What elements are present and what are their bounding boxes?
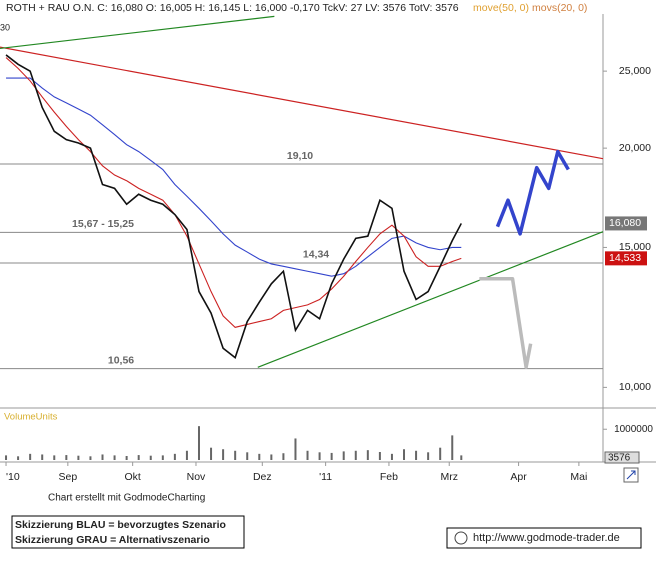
credit: Chart erstellt mit GodmodeCharting: [48, 493, 205, 504]
volume-bar: [210, 447, 213, 460]
volume-bar: [5, 455, 8, 460]
volume-bar: [378, 452, 381, 460]
x-tick-label: Sep: [58, 471, 77, 483]
volume-bar: [161, 455, 164, 460]
x-tick-label: '11: [319, 471, 332, 483]
volume-bar: [415, 450, 418, 460]
legend-box: [11, 515, 245, 549]
legend-ma20: movs(20, 0): [532, 2, 587, 14]
volume-bar: [234, 450, 237, 460]
volume-bar: [318, 452, 321, 460]
x-tick-label: Mai: [570, 471, 587, 483]
volume-bar: [137, 455, 140, 460]
moving-average: [5, 57, 462, 328]
volume-bar: [451, 435, 454, 460]
volume-bar: [17, 456, 20, 460]
scroll-icon-arrow: [626, 470, 636, 480]
volume-bar: [125, 456, 128, 460]
volume-bar: [270, 454, 273, 460]
volume-bar: [65, 455, 68, 460]
level-label: 10,56: [108, 354, 134, 366]
x-tick-label: Dez: [253, 471, 272, 483]
level-label: 19,10: [287, 150, 313, 162]
volume-bar: [354, 450, 357, 460]
volume-bar: [77, 455, 80, 460]
volume-bar: [330, 452, 333, 460]
volume-bar: [173, 453, 176, 460]
price-tag-label: 16,080: [609, 217, 641, 229]
volume-bar: [53, 455, 56, 460]
level-label: 15,67 - 15,25: [72, 218, 134, 230]
volume-tag-label: 3576: [608, 453, 631, 464]
volume-bar: [282, 453, 285, 460]
trend-line: [0, 15, 275, 50]
trend-line: [0, 46, 604, 160]
legend-ma50: move(50, 0): [473, 2, 529, 14]
url-box[interactable]: [446, 527, 642, 549]
volume-bar: [113, 455, 116, 460]
volume-bar: [197, 426, 200, 460]
volume-bar: [222, 449, 225, 460]
volume-bar: [306, 450, 309, 460]
x-tick-label: Apr: [510, 471, 527, 483]
volume-bar: [41, 454, 44, 460]
copyright-icon: [454, 531, 468, 545]
legend-line: Skizzierung BLAU = bevorzugtes Szenario: [15, 519, 226, 531]
url[interactable]: http://www.godmode-trader.de: [473, 532, 620, 544]
y-tick-label: 10,000: [619, 381, 651, 393]
volume-label: VolumeUnits: [4, 412, 58, 423]
x-tick-label: Mrz: [440, 471, 458, 483]
scenario-path: [495, 149, 570, 236]
moving-average: [6, 77, 462, 277]
y-tick-label: 25,000: [619, 65, 651, 77]
volume-bar: [258, 453, 261, 460]
volume-tag: [604, 451, 640, 464]
x-tick-label: Feb: [380, 471, 398, 483]
volume-bar: [246, 452, 249, 460]
level-label: 14,34: [303, 249, 329, 261]
volume-bar: [460, 455, 463, 460]
trend-line: [257, 231, 604, 368]
volume-bar: [390, 453, 393, 460]
header: ROTH + RAU O.N. C: 16,080 O: 16,005 H: 1…: [6, 2, 459, 14]
corner-label: 30: [0, 22, 10, 32]
volume-bar: [185, 450, 188, 460]
x-tick-label: Okt: [124, 471, 140, 483]
y-tick-label: 20,000: [619, 142, 651, 154]
y-tick-label: 15,000: [619, 241, 651, 253]
legend-line: Skizzierung GRAU = Alternativszenario: [15, 534, 210, 546]
scenario-path: [479, 276, 533, 370]
volume-bar: [29, 453, 32, 460]
price-tag: [605, 251, 647, 266]
x-tick-label: '10: [6, 471, 20, 483]
volume-tick-label: 1000000: [614, 424, 653, 435]
volume-bar: [366, 450, 369, 460]
volume-bar: [403, 449, 406, 460]
price-line: [5, 54, 463, 359]
price-tag-label: 14,533: [609, 252, 641, 264]
volume-bar: [342, 451, 345, 460]
volume-bar: [149, 455, 152, 460]
volume-bar: [439, 447, 442, 460]
volume-bar: [427, 452, 430, 460]
price-tag: [605, 216, 647, 231]
volume-bar: [294, 438, 297, 460]
x-tick-label: Nov: [187, 471, 206, 483]
volume-bar: [89, 456, 92, 460]
volume-bar: [101, 454, 104, 460]
